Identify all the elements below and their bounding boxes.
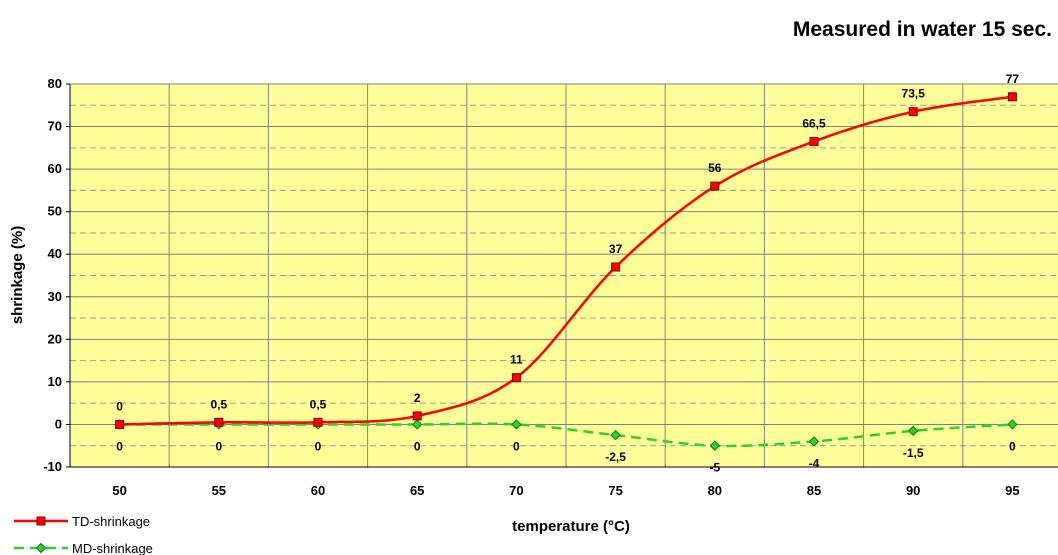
x-tick-label: 90 [906, 483, 920, 498]
data-point-md-shrinkage [1007, 419, 1018, 430]
y-tick-label: 40 [48, 246, 62, 261]
data-label-md: 0 [1009, 439, 1016, 453]
y-tick-label: 80 [48, 76, 62, 91]
x-tick-label: 65 [410, 483, 424, 498]
data-point-td-shrinkage [710, 181, 720, 191]
data-point-td-shrinkage [412, 411, 422, 421]
y-tick-label: -10 [43, 459, 62, 474]
data-label-md: -1,5 [903, 446, 924, 460]
x-tick-label: 95 [1005, 483, 1019, 498]
series-line-md-shrinkage [119, 422, 1013, 448]
data-label-td: 66,5 [802, 116, 826, 130]
y-tick-label: 60 [48, 161, 62, 176]
data-label-td: 11 [510, 353, 523, 367]
data-label-td: 0 [116, 399, 123, 413]
y-tick-label: 30 [48, 289, 62, 304]
y-tick-label: 50 [48, 204, 62, 219]
data-label-td: 56 [708, 161, 722, 175]
x-tick-label: 85 [807, 483, 821, 498]
data-labels: 0 0,5 0,5 2 11 37 56 66,5 73,5 77 0 0 0 0 0 -2,5 -5 -4 -1,… [116, 72, 1019, 475]
x-tick-label: 80 [708, 483, 722, 498]
y-tick-label: 0 [55, 416, 62, 431]
data-label-md: -5 [709, 461, 720, 475]
data-point-td-shrinkage [908, 107, 918, 117]
grid-lines [70, 84, 1058, 467]
data-label-td: 0,5 [310, 397, 327, 411]
data-label-td: 73,5 [902, 87, 926, 101]
data-label-md: 0 [116, 439, 123, 453]
data-label-td: 0,5 [210, 397, 227, 411]
data-label-td: 77 [1006, 72, 1020, 86]
data-label-md: 0 [215, 439, 222, 453]
data-point-td-shrinkage [313, 417, 323, 427]
legend-marker-md-shrinkage [35, 542, 47, 554]
y-tick-label: 20 [48, 331, 62, 346]
x-tick-label: 60 [311, 483, 325, 498]
y-tick-label: 10 [48, 374, 62, 389]
series-line-td-shrinkage [119, 95, 1013, 426]
data-point-md-shrinkage [411, 419, 423, 430]
data-point-md-shrinkage [808, 436, 820, 447]
x-tick-label: 50 [112, 483, 126, 498]
x-tick-label: 75 [608, 483, 622, 498]
data-point-md-shrinkage [511, 419, 522, 430]
data-point-td-shrinkage [1007, 92, 1017, 102]
legend-label-td-shrinkage: TD-shrinkage [72, 514, 150, 529]
data-point-td-shrinkage [611, 262, 621, 272]
chart-title: Measured in water 15 sec. [792, 18, 1052, 41]
legend-label-md-shrinkage: MD-shrinkage [72, 541, 153, 555]
data-label-td: 2 [414, 391, 421, 405]
data-point-md-shrinkage [709, 440, 721, 451]
y-tick-label: 70 [48, 119, 62, 134]
data-label-md: 0 [315, 439, 322, 453]
data-point-md-shrinkage [610, 429, 621, 441]
data-label-md: -2,5 [605, 450, 626, 464]
data-point-md-shrinkage [907, 425, 919, 437]
data-point-td-shrinkage [809, 136, 819, 146]
data-point-td-shrinkage [511, 373, 521, 383]
data-point-td-shrinkage [214, 417, 224, 427]
legend: TD-shrinkage MD-shrinkage [14, 514, 153, 555]
x-tick-label: 70 [509, 483, 523, 498]
x-axis-title: temperature (°C) [512, 518, 630, 535]
data-label-md: -4 [809, 456, 820, 470]
series-layer [114, 92, 1018, 451]
legend-marker-td-shrinkage [36, 516, 46, 526]
data-label-md: 0 [414, 439, 421, 453]
y-axis-title: shrinkage (%) [9, 226, 26, 324]
data-label-td: 37 [609, 242, 623, 256]
data-point-td-shrinkage [115, 419, 125, 429]
data-label-md: 0 [513, 439, 520, 453]
x-tick-label: 55 [212, 483, 226, 498]
